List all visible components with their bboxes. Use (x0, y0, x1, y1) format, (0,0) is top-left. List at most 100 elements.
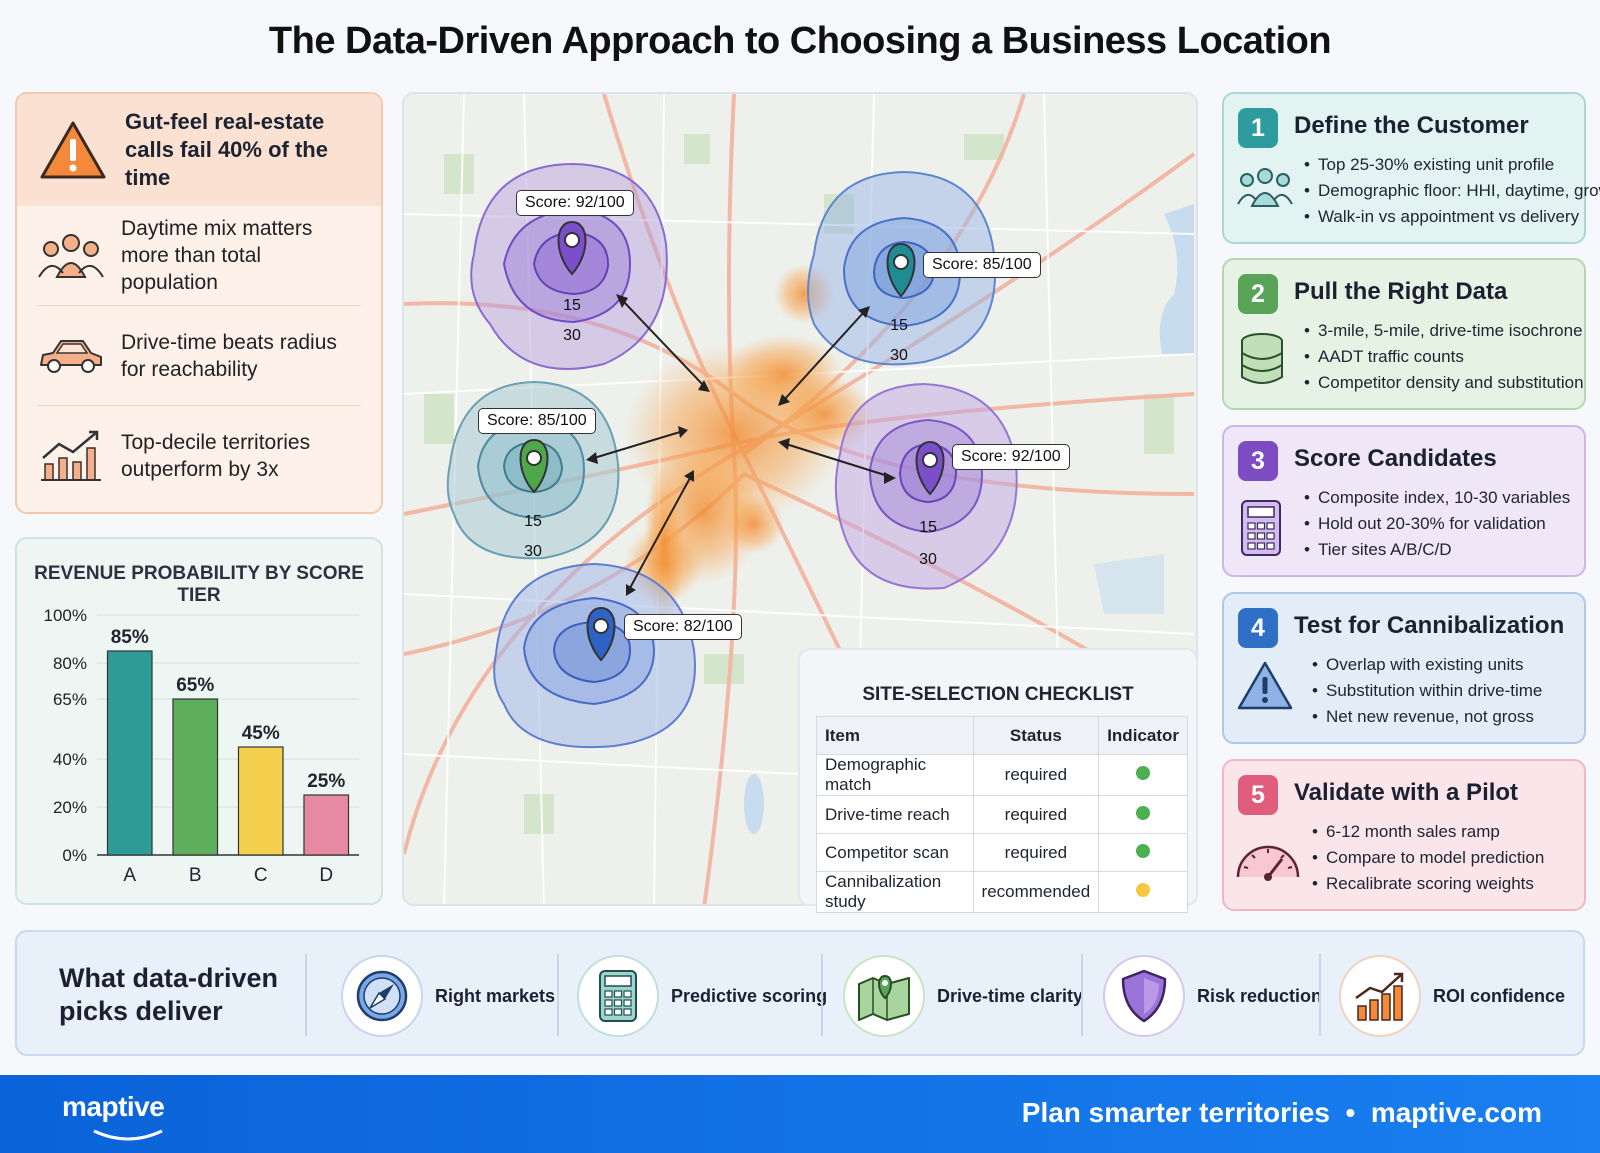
step-title: Validate with a Pilot (1294, 779, 1519, 806)
table-row: Drive-time reach required (816, 795, 1188, 834)
column-header: Status (972, 716, 1100, 755)
benefit-label: Drive-time clarity (937, 985, 1084, 1006)
status-dot (1136, 766, 1151, 780)
ring-label: 30 (524, 543, 542, 560)
site-score-label[interactable]: Score: 92/100 (952, 444, 1070, 470)
step-bullet: Substitution within drive-time (1312, 678, 1542, 704)
revenue-chart-panel: REVENUE PROBABILITY BY SCORE TIER 0% 20% 4… (15, 537, 383, 905)
data-label: 25% (307, 771, 345, 792)
step-title: Pull the Right Data (1294, 278, 1508, 305)
brand-logo[interactable]: maptive (62, 1091, 165, 1122)
data-label: 45% (242, 723, 280, 744)
calculator-icon (577, 955, 659, 1037)
isochrone-site-5 (493, 562, 696, 749)
site-selection-checklist: SITE-SELECTION CHECKLIST Item Status Ind… (798, 648, 1198, 913)
x-tick-label: C (254, 865, 268, 886)
benefit-label: ROI confidence (1433, 985, 1566, 1006)
table-header-row: Item Status Indicator (816, 716, 1188, 755)
step-title: Test for Cannibalization (1294, 612, 1565, 639)
footer-tagline[interactable]: Plan smarter territories • maptive.com (1021, 1097, 1542, 1128)
bar (106, 650, 153, 856)
status-dot (1136, 805, 1151, 820)
arrowheads (586, 294, 896, 596)
site-score-label[interactable]: Score: 92/100 (516, 190, 634, 216)
people-icon (38, 233, 104, 278)
step-bullet: 6-12 month sales ramp (1312, 819, 1544, 845)
insight-item: Drive-time beats radius for reachability (37, 306, 361, 406)
benefit-item: ROI confidence (1339, 954, 1565, 1038)
ring-label: 15 (524, 513, 542, 530)
y-tick-label: 40% (53, 750, 87, 769)
checklist-indicator (1098, 795, 1188, 834)
x-tick-label: D (319, 865, 333, 886)
warning-icon (1237, 661, 1293, 710)
insight-headline-row: Gut-feel real-estate calls fail 40% of t… (17, 94, 381, 206)
bar (303, 794, 350, 856)
gauge-icon (1236, 845, 1300, 881)
step-bullet: Overlap with existing units (1312, 652, 1542, 678)
checklist-indicator (1098, 871, 1188, 913)
ring-label: 30 (919, 551, 937, 568)
benefit-item: Drive-time clarity (843, 954, 1083, 1038)
compass-icon (341, 955, 423, 1037)
growth-chart-icon (41, 430, 101, 481)
benefit-label: Right markets (435, 985, 556, 1006)
database-icon (1241, 333, 1283, 384)
insight-headline: Gut-feel real-estate calls fail 40% of t… (125, 109, 328, 190)
divider (1081, 954, 1083, 1036)
site-score-label[interactable]: Score: 82/100 (624, 614, 742, 640)
y-tick-label: 65% (53, 690, 87, 709)
map-pin-icon (519, 438, 549, 494)
insight-item: Top-decile territories outperform by 3x (37, 406, 361, 506)
step-number: 3 (1238, 441, 1278, 481)
checklist-indicator (1098, 754, 1188, 796)
y-tick-label: 100% (44, 606, 87, 625)
x-tick-label: B (189, 865, 202, 886)
checklist-item: Cannibalization study (816, 871, 974, 913)
insight-item: Daytime mix matters more than total popu… (37, 206, 361, 306)
step-bullet: Net new revenue, not gross (1312, 704, 1542, 730)
step-title: Score Candidates (1294, 445, 1497, 472)
ring-label: 15 (919, 519, 937, 536)
site-score-label[interactable]: Score: 85/100 (478, 408, 596, 434)
checklist-status: required (972, 754, 1100, 796)
roi-chart-icon (1339, 955, 1421, 1037)
step-bullet: Composite index, 10-30 variables (1304, 485, 1570, 511)
map-pin-icon (557, 220, 587, 276)
benefit-label: Predictive scoring (671, 985, 828, 1006)
step-title: Define the Customer (1294, 112, 1529, 139)
status-dot (1136, 883, 1151, 897)
status-dot (1136, 843, 1151, 858)
y-tick-label: 80% (53, 654, 87, 673)
benefits-headline: What data-driven picks deliver (59, 963, 279, 1026)
checklist-item: Competitor scan (816, 833, 974, 872)
divider (305, 954, 307, 1036)
step-number: 4 (1238, 608, 1278, 648)
step-card-1: 1 Define the Customer Top 25-30% existin… (1222, 92, 1600, 244)
map-pin-icon (843, 955, 925, 1037)
column-header: Item (816, 716, 974, 755)
ring-label: 15 (563, 297, 581, 314)
map-pin-icon (915, 440, 945, 496)
divider (1319, 954, 1321, 1036)
map-pin-icon (886, 242, 916, 298)
step-bullet: Hold out 20-30% for validation (1304, 511, 1570, 537)
data-label: 85% (111, 627, 149, 648)
step-number: 5 (1238, 775, 1278, 815)
benefit-item: Risk reduction (1103, 954, 1322, 1038)
data-label: 65% (176, 675, 214, 696)
checklist-item: Drive-time reach (816, 795, 974, 834)
site-score-label[interactable]: Score: 85/100 (923, 252, 1041, 278)
ring-label: 30 (890, 347, 908, 364)
connection-arrows (593, 301, 889, 589)
step-bullet: Walk-in vs appointment vs delivery (1304, 204, 1600, 230)
car-icon (40, 339, 102, 373)
insights-panel: Gut-feel real-estate calls fail 40% of t… (15, 92, 383, 514)
ring-label: 15 (890, 317, 908, 334)
checklist-status: recommended (972, 871, 1100, 913)
y-tick-label: 0% (62, 846, 87, 865)
checklist-table: Item Status Indicator Demographic match r… (816, 716, 1188, 913)
checklist-item: Demographic match (816, 754, 974, 796)
step-bullet: Recalibrate scoring weights (1312, 871, 1544, 897)
customers-icon (1237, 168, 1293, 207)
